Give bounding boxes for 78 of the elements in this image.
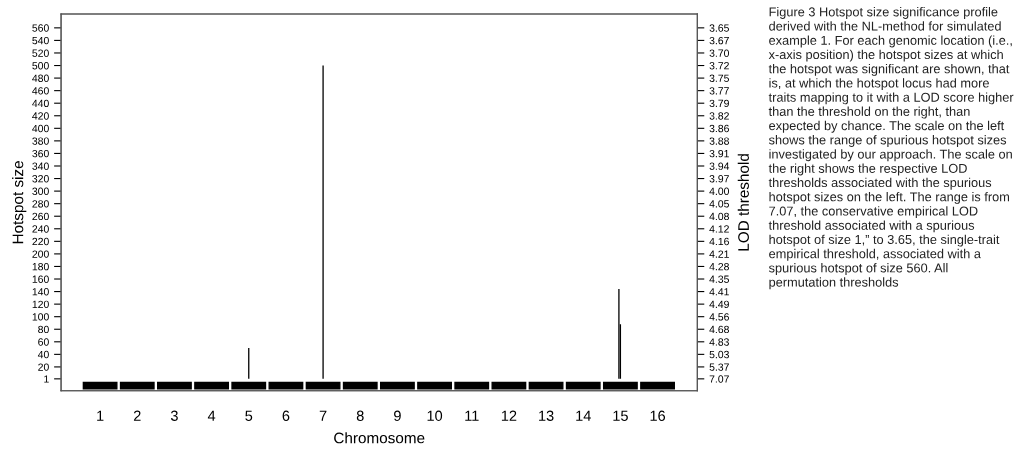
y-tick-label: 180 [32, 262, 49, 271]
category-label: 4.00 [709, 187, 729, 195]
category-label: 5.37 [709, 363, 729, 371]
y-tick-label: 440 [32, 99, 49, 108]
category-label: 3.97 [709, 175, 729, 183]
y-tick-label: 520 [32, 49, 49, 57]
category-label: 4.05 [709, 200, 729, 208]
y-tick-label: 560 [32, 24, 49, 32]
category-label: 4.56 [709, 313, 729, 321]
y-tick-label: 20 [38, 363, 49, 371]
category-label: 3.88 [709, 137, 729, 145]
x-tick-label: 2 [133, 410, 141, 421]
category-label: 3.77 [709, 87, 729, 95]
x-tick-label: 4 [207, 410, 216, 421]
y-tick-label: 160 [32, 275, 49, 283]
category-label: 3.65 [709, 24, 729, 32]
category-label: 3.72 [709, 62, 729, 70]
y-tick-label: 120 [32, 300, 49, 309]
category-label: 4.28 [709, 262, 729, 271]
y-tick-label: 260 [32, 212, 49, 221]
x-tick-label: 12 [501, 410, 517, 421]
y-tick-label: 540 [32, 36, 49, 45]
y-tick-label: 420 [32, 112, 49, 120]
x-tick-label: 15 [613, 410, 628, 421]
category-label: 3.79 [709, 99, 729, 108]
x-axis-title: Chromosome [334, 432, 425, 444]
category-label: 4.41 [709, 288, 729, 296]
y-tick-label: 60 [38, 338, 49, 346]
y-tick-label: 300 [32, 187, 49, 195]
category-label: 3.75 [709, 74, 729, 82]
category-label: 3.67 [709, 36, 729, 45]
category-label: 3.91 [709, 149, 729, 158]
y-tick-label: 500 [32, 62, 49, 70]
y-tick-label: 240 [32, 225, 49, 233]
y-tick-label: 380 [32, 137, 49, 145]
category-label: 3.94 [709, 162, 730, 170]
category-label: 4.21 [709, 250, 729, 258]
x-tick-label: 8 [356, 410, 364, 421]
y-tick-label: 100 [32, 313, 49, 321]
y2-axis-title: LOD threshold [737, 154, 749, 251]
y-axis-title: Hotspot size [12, 161, 27, 244]
x-tick-label: 14 [576, 410, 591, 421]
x-tick-label: 1 [97, 410, 104, 421]
category-label: 5.03 [709, 350, 729, 359]
y-tick-label: 80 [38, 325, 49, 334]
category-label: 4.16 [709, 237, 729, 246]
x-tick-label: 3 [170, 410, 178, 421]
x-tick-label: 13 [539, 410, 554, 421]
y-tick-label: 360 [32, 149, 49, 158]
category-label: 3.86 [709, 124, 729, 133]
x-tick-label: 11 [465, 410, 479, 421]
category-label: 4.12 [709, 225, 729, 233]
y-tick-label: 480 [32, 74, 49, 82]
y-tick-label: 460 [32, 87, 49, 95]
y-tick-label: 280 [32, 200, 49, 208]
x-tick-label: 10 [427, 410, 443, 421]
category-label: 4.68 [709, 325, 729, 334]
y-tick-label: 320 [32, 175, 49, 183]
y-tick-label: 140 [32, 288, 49, 296]
category-label: 3.82 [709, 112, 729, 120]
y-tick-label: 220 [32, 237, 49, 246]
category-label: 4.08 [709, 212, 729, 221]
x-tick-label: 7 [319, 410, 327, 421]
x-tick-label: 5 [245, 410, 253, 421]
x-tick-label: 9 [394, 410, 401, 421]
y-tick-label: 340 [32, 162, 49, 170]
x-tick-label: 16 [650, 410, 666, 421]
y-tick-label: 40 [37, 350, 49, 359]
y-tick-label: 400 [32, 124, 49, 133]
x-tick-label: 6 [282, 410, 290, 421]
category-label: 4.35 [709, 275, 729, 283]
category-label: 7.07 [709, 375, 729, 383]
y-tick-label: 200 [32, 250, 49, 258]
category-label: 4.83 [709, 338, 729, 346]
y-tick-label: 1 [44, 375, 49, 383]
category-label: 4.49 [709, 300, 729, 309]
text: Figure 3 Hotspot size significance profile derived with the NL-method for simulated example 1. For each genomic location (i.e., x-axis position) the hotspot sizes at which the hotspot was significant are shown, that is, at which the hotspot locus had more traits mapping to it with a LOD score higher than the threshold on the right, than expected by chance. The scale on the left shows the range of spurious hotspot sizes investigated by our approach. The scale on the right shows the respective LOD thresholds associated with the spurious hotspot sizes on the left. The range is from 7.07, the conservative empirical LOD threshold associated with a spurious hotspot of size 1,” to 3.65, the single-trait empirical threshold, associated with a spurious hotspot of size 560. All permutation thresholds [768, 7, 1014, 290]
category-label: 3.70 [709, 49, 729, 57]
